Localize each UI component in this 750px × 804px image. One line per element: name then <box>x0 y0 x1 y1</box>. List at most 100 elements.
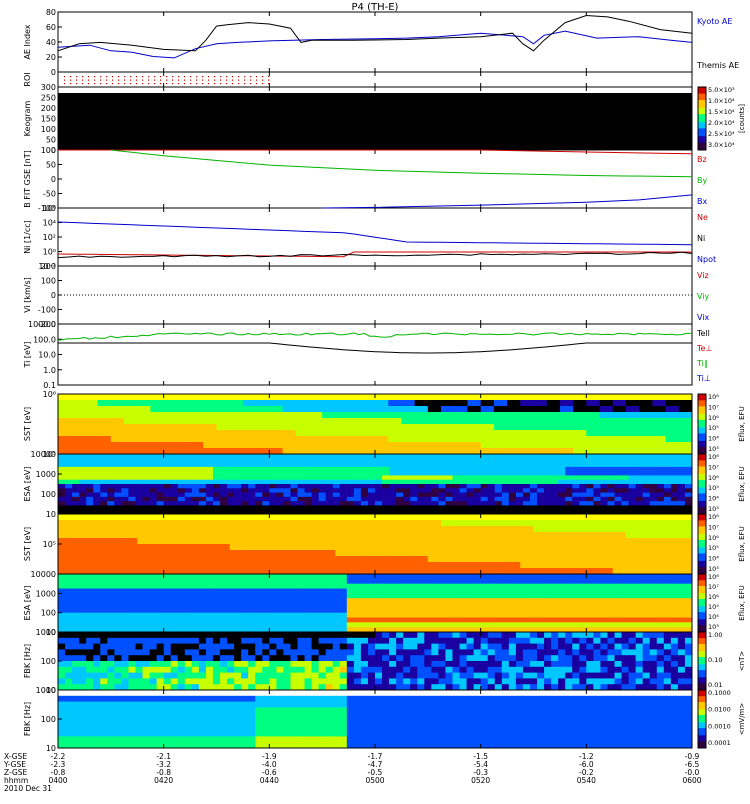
heatmap-cell <box>677 661 686 668</box>
heatmap-cell <box>388 436 402 443</box>
heatmap-cell <box>156 649 165 656</box>
heatmap-cell <box>176 556 191 563</box>
heatmap-cell <box>114 462 122 468</box>
heatmap-cell <box>467 556 482 563</box>
heatmap-cell <box>551 462 559 468</box>
heatmap-cell <box>501 622 510 628</box>
heatmap-cell <box>459 690 467 697</box>
heatmap-cell <box>346 719 355 726</box>
heatmap-cell <box>628 607 637 614</box>
heatmap-cell <box>494 719 503 726</box>
heatmap-cell <box>297 458 305 463</box>
heatmap-cell <box>663 488 672 493</box>
heatmap-cell <box>318 695 327 702</box>
heatmap-cell <box>290 607 298 614</box>
heatmap-cell <box>403 488 411 493</box>
heatmap-cell <box>494 684 503 691</box>
heatmap-cell <box>241 612 249 618</box>
heatmap-cell <box>537 724 545 731</box>
heatmap-cell <box>295 544 310 551</box>
heatmap-cell <box>652 562 666 569</box>
heatmap-cell <box>494 612 503 618</box>
heatmap-cell <box>177 736 186 743</box>
heatmap-cell <box>367 598 376 604</box>
heatmap-cell <box>501 707 510 714</box>
heatmap-cell <box>459 578 467 585</box>
heatmap-cell <box>360 742 369 749</box>
heatmap-cell <box>537 496 545 502</box>
heatmap-cell <box>649 466 658 472</box>
heatmap-cell <box>234 505 242 511</box>
heatmap-cell <box>93 695 101 702</box>
heatmap-cell <box>607 488 615 493</box>
heatmap-cell <box>325 583 334 589</box>
heatmap-cell <box>142 707 150 714</box>
heatmap-cell <box>459 643 467 650</box>
heatmap-cell <box>282 562 297 569</box>
heatmap-cell <box>677 458 686 463</box>
heatmap-cell <box>652 520 666 527</box>
heatmap-cell <box>360 466 369 472</box>
heatmap-cell <box>424 462 432 468</box>
heatmap-cell <box>100 471 108 476</box>
heatmap-cell <box>121 695 129 702</box>
heatmap-cell <box>346 713 355 720</box>
heatmap-cell <box>121 509 129 515</box>
heatmap-cell <box>156 501 165 506</box>
heatmap-cell <box>248 588 256 594</box>
heatmap-cell <box>684 496 693 502</box>
heatmap-cell <box>142 655 150 662</box>
heatmap-cell <box>529 574 538 580</box>
heatmap-cell <box>276 501 284 506</box>
heatmap-cell <box>522 632 531 639</box>
heatmap-cell <box>635 612 644 618</box>
heatmap-cell <box>537 707 545 714</box>
heatmap-cell <box>304 583 312 589</box>
heatmap-cell <box>621 598 629 604</box>
heatmap-cell <box>375 583 383 589</box>
heatmap-cell <box>551 475 559 481</box>
heatmap-cell <box>678 556 693 563</box>
heatmap-cell <box>494 632 503 639</box>
heatmap-cell <box>600 501 608 506</box>
heatmap-cell <box>137 430 151 437</box>
heatmap-cell <box>79 724 87 731</box>
heatmap-cell <box>163 556 178 563</box>
heatmap-cell <box>375 492 383 498</box>
heatmap-cell <box>184 742 193 749</box>
heatmap-cell <box>515 730 524 737</box>
heatmap-cell <box>388 538 402 545</box>
heatmap-cell <box>396 471 404 476</box>
heatmap-cell <box>248 496 256 502</box>
heatmap-cell <box>325 598 334 604</box>
heatmap-cell <box>361 544 376 551</box>
heatmap-cell <box>114 488 122 493</box>
heatmap-cell <box>198 672 207 679</box>
heatmap-cell <box>311 598 320 604</box>
heatmap-cell <box>65 713 73 720</box>
heatmap-cell <box>262 719 270 726</box>
heatmap-cell <box>311 617 320 623</box>
heatmap-cell <box>635 466 644 472</box>
heatmap-cell <box>353 603 362 609</box>
heatmap-cell <box>361 442 376 449</box>
heatmap-cell <box>325 622 334 628</box>
heatmap-cell <box>494 603 503 609</box>
heatmap-cell <box>135 643 143 650</box>
heatmap-cell <box>684 598 693 604</box>
heatmap-cell <box>269 678 277 685</box>
heatmap-cell <box>558 719 566 726</box>
heatmap-cell <box>322 436 336 443</box>
heatmap-cell <box>203 412 217 419</box>
heatmap-cell <box>628 578 637 585</box>
heatmap-cell <box>501 607 510 614</box>
heatmap-cell <box>677 462 686 468</box>
heatmap-cell <box>142 617 150 623</box>
heatmap-cell <box>558 690 566 697</box>
heatmap-cell <box>203 406 217 413</box>
heatmap-cell <box>290 492 298 498</box>
heatmap-cell <box>241 672 249 679</box>
heatmap-cell <box>388 532 402 539</box>
heatmap-cell <box>58 562 72 569</box>
heatmap-cell <box>318 593 327 599</box>
